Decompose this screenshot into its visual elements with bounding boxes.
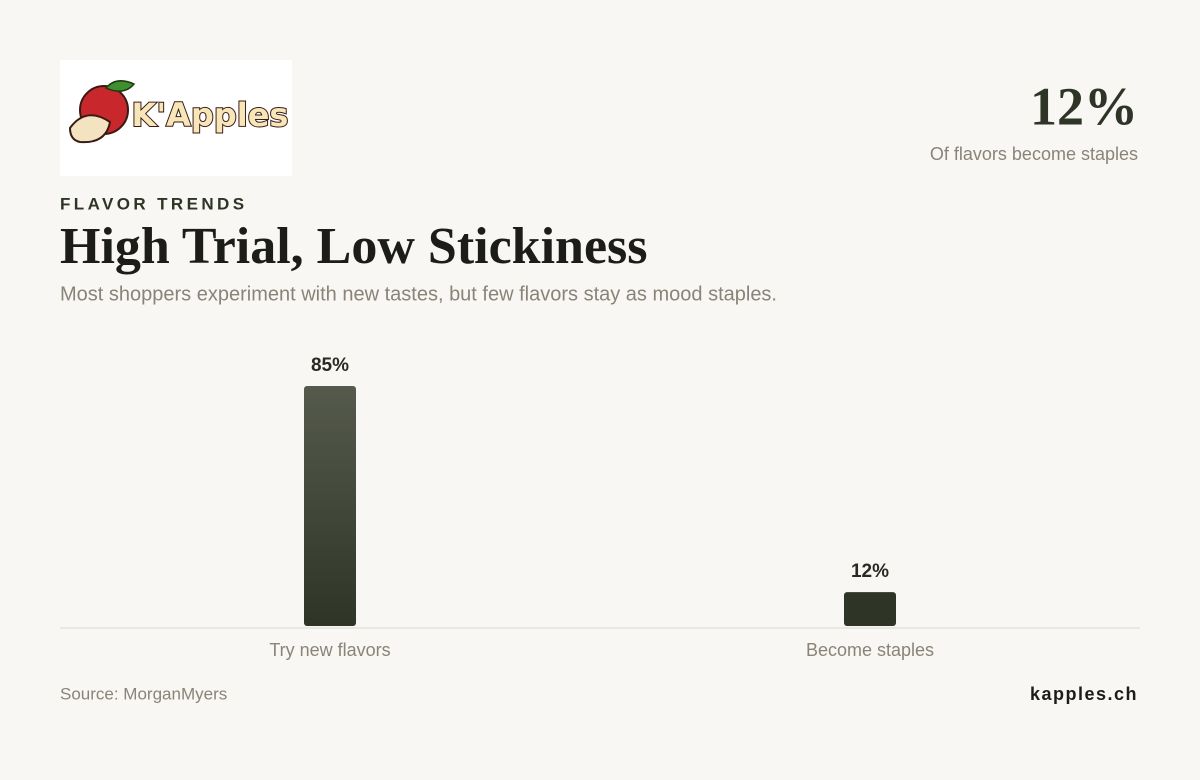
- eyebrow: FLAVOR TRENDS: [60, 194, 247, 213]
- source: Source: MorganMyers: [60, 684, 227, 703]
- site: kapples.ch: [1030, 684, 1138, 704]
- logo-slice: [68, 114, 112, 144]
- logo-leaf: [104, 80, 136, 92]
- x-tick-label: Become staples: [806, 640, 934, 660]
- chart-subtitle: Most shoppers experiment with new tastes…: [60, 283, 777, 305]
- highlight-caption: Of flavors become staples: [930, 144, 1138, 164]
- bar: [304, 386, 356, 626]
- logo: K'Apples: [60, 60, 292, 176]
- value-label: 85%: [311, 355, 349, 376]
- highlight-value: 12%: [1030, 76, 1138, 136]
- chart-title: High Trial, Low Stickiness: [60, 218, 648, 275]
- value-label: 12%: [851, 561, 889, 582]
- x-tick-label: Try new flavors: [269, 640, 390, 660]
- logo-text: K'Apples: [132, 96, 289, 134]
- bar: [844, 592, 896, 626]
